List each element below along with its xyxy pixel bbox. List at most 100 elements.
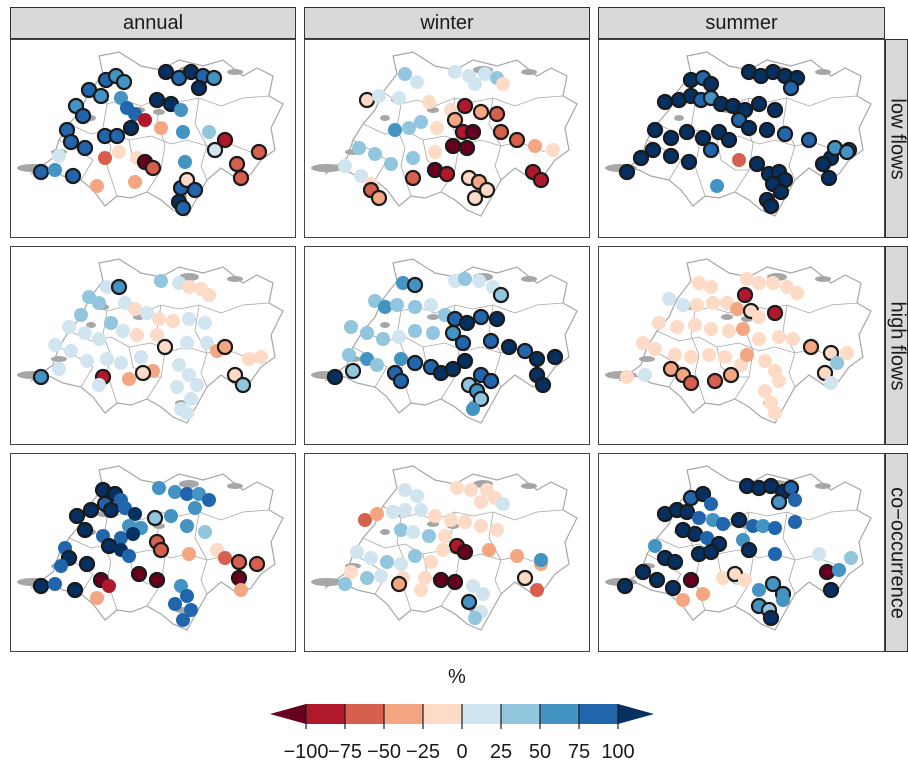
station-marker <box>424 555 438 569</box>
lake <box>380 115 390 121</box>
station-marker <box>786 332 800 346</box>
station-marker-significant <box>230 553 248 571</box>
station-marker <box>776 593 790 607</box>
station-marker <box>180 336 194 350</box>
station-marker <box>394 523 408 537</box>
station-marker <box>376 332 390 346</box>
station-marker <box>168 597 182 611</box>
station-marker-significant <box>74 107 92 125</box>
station-marker <box>338 159 352 173</box>
station-marker <box>406 151 420 165</box>
station-marker <box>738 573 752 587</box>
column-header-summer: summer <box>598 7 885 39</box>
station-marker <box>752 310 766 324</box>
station-marker <box>180 406 194 420</box>
station-marker <box>410 489 424 503</box>
station-marker <box>90 591 104 605</box>
station-marker <box>390 298 404 312</box>
station-marker-significant <box>157 63 175 81</box>
canton-border <box>88 298 270 314</box>
station-marker <box>438 529 452 543</box>
station-marker <box>468 77 482 91</box>
station-marker <box>350 545 364 559</box>
station-marker <box>360 571 374 585</box>
station-marker-significant <box>632 149 650 167</box>
station-marker-significant <box>478 181 496 199</box>
lake <box>521 69 537 75</box>
station-marker-significant <box>32 368 50 386</box>
station-marker <box>114 356 128 370</box>
station-marker <box>48 338 62 352</box>
station-marker <box>128 507 142 521</box>
station-marker <box>364 551 378 565</box>
station-marker-significant <box>148 91 166 109</box>
station-marker <box>676 593 690 607</box>
canton-border <box>194 304 208 388</box>
station-marker-significant <box>108 127 126 145</box>
canton-border <box>382 91 564 107</box>
map-panel-co-occurrence-summer <box>598 453 885 652</box>
legend-color-bin <box>579 704 618 724</box>
station-marker <box>116 324 130 338</box>
station-marker <box>180 589 194 603</box>
legend-arrow-left <box>270 704 306 724</box>
switzerland-map <box>605 51 872 217</box>
station-marker <box>52 362 66 376</box>
station-marker <box>718 350 732 364</box>
station-marker-significant <box>736 286 754 304</box>
station-marker <box>704 280 718 294</box>
station-marker <box>466 402 480 416</box>
station-marker-significant <box>472 308 490 326</box>
lake <box>721 314 733 320</box>
station-marker <box>844 551 858 565</box>
color-legend-bar <box>270 704 654 729</box>
station-marker <box>772 374 786 388</box>
station-marker <box>768 547 782 561</box>
station-marker <box>48 163 62 177</box>
station-marker <box>408 549 422 563</box>
station-marker-significant <box>248 555 266 573</box>
station-marker-significant <box>680 153 698 171</box>
station-marker <box>92 332 106 346</box>
station-marker-significant <box>390 575 408 593</box>
switzerland-map <box>311 258 578 424</box>
lake <box>227 69 243 75</box>
station-marker <box>696 587 710 601</box>
station-marker <box>384 157 398 171</box>
station-marker-significant <box>644 141 662 159</box>
station-marker-significant <box>766 304 784 322</box>
station-marker-significant <box>454 334 472 352</box>
station-marker <box>178 155 192 169</box>
station-marker <box>410 75 424 89</box>
station-marker-significant <box>532 171 550 189</box>
station-marker-significant <box>694 129 712 147</box>
station-marker-significant <box>492 123 510 141</box>
station-marker-significant <box>234 376 252 394</box>
station-marker-significant <box>814 155 832 173</box>
station-marker-significant <box>102 501 120 519</box>
station-marker <box>758 384 772 398</box>
station-marker-significant <box>444 324 462 342</box>
lake <box>227 276 243 282</box>
station-marker <box>458 272 472 286</box>
station-marker-significant <box>190 79 208 97</box>
map-panel-low-flows-summer <box>598 39 885 238</box>
station-marker <box>448 65 462 79</box>
station-marker <box>54 559 68 573</box>
station-marker <box>766 276 780 290</box>
station-marker-significant <box>406 354 424 372</box>
station-marker-significant <box>344 362 362 380</box>
legend-color-bin <box>423 704 462 724</box>
station-marker <box>396 276 410 290</box>
station-marker <box>394 352 408 366</box>
legend-unit-label: % <box>448 666 466 688</box>
station-marker-significant <box>205 69 223 87</box>
station-marker <box>414 583 428 597</box>
station-marker-significant <box>782 79 800 97</box>
station-marker <box>688 318 702 332</box>
station-marker <box>704 497 718 511</box>
map-panel-low-flows-winter <box>304 39 590 238</box>
station-marker <box>182 280 196 294</box>
station-marker-significant <box>66 581 84 599</box>
station-marker-significant <box>406 276 424 294</box>
